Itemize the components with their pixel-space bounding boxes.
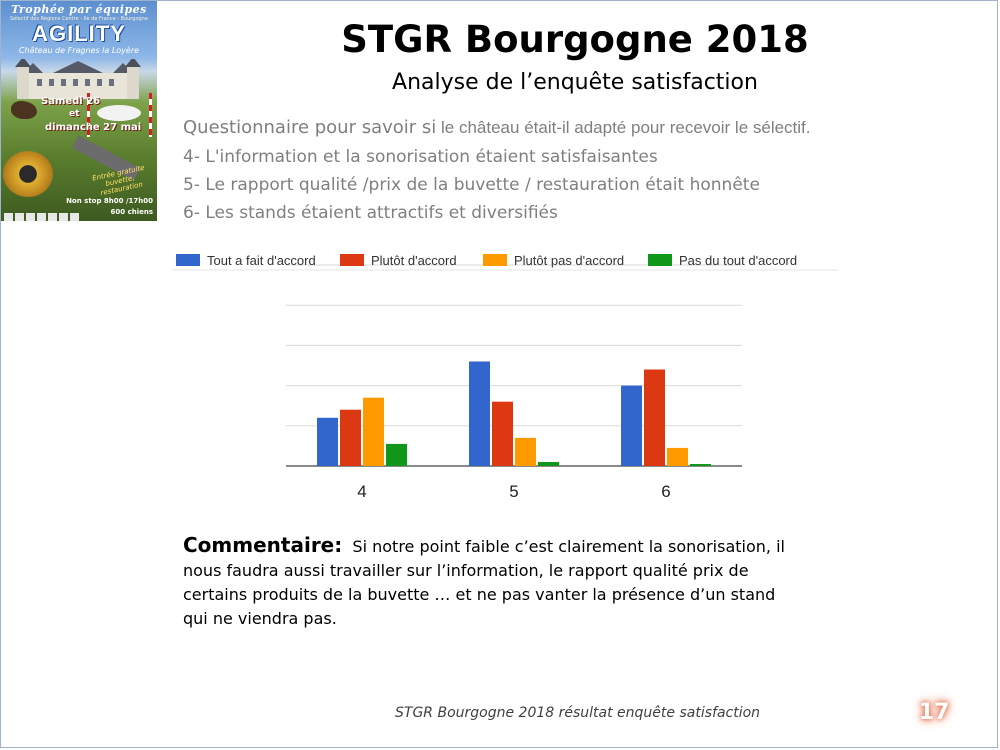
jump-pole <box>87 93 90 137</box>
poster-entry-note: Entrée gratuite buvette, restauration <box>91 163 146 198</box>
poster-hours: Non stop 8h00 /17h00 <box>66 197 153 205</box>
legend-label: Plutôt pas d'accord <box>514 253 624 268</box>
chart-bar <box>340 409 361 466</box>
chart-bar <box>538 461 559 466</box>
poster-date-sunday: dimanche 27 mai <box>45 122 142 133</box>
castle-illustration <box>15 59 141 99</box>
slide-subtitle: Analyse de l’enquête satisfaction <box>392 70 758 95</box>
question-intro-rest: le château était-il adapté pour recevoir… <box>436 118 811 137</box>
poster-dog-count: 600 chiens <box>110 208 153 216</box>
sponsor-logo <box>37 213 46 221</box>
sponsor-logo <box>4 213 13 221</box>
dog-illustration <box>11 101 37 119</box>
poster-venue: Château de Fragnes la Loyère <box>18 46 140 55</box>
satisfaction-bar-chart: 4 5 6 Tout a fait d'accord Plutôt d'accord Pl… <box>170 245 840 505</box>
question-intro: Questionnaire pour savoir si le château … <box>183 117 811 138</box>
x-tick-label: 5 <box>509 482 518 501</box>
legend-swatch <box>483 254 507 266</box>
poster-subheading: Sélectif des Régions Centre - Ile de Fra… <box>10 16 148 22</box>
chart-bar <box>469 361 490 466</box>
sponsor-logo <box>15 213 24 221</box>
x-tick-label: 6 <box>661 482 670 501</box>
sponsor-logo <box>59 213 68 221</box>
sponsor-logo <box>48 213 57 221</box>
legend-swatch <box>648 254 672 266</box>
event-poster-image: Trophée par équipes Sélectif des Régions… <box>1 1 157 221</box>
chart-bar <box>621 385 642 466</box>
chart-bar <box>386 443 407 466</box>
question-item: 5- Le rapport qualité /prix de la buvett… <box>183 175 760 195</box>
chart-bar <box>667 447 688 466</box>
chart-bar <box>492 401 513 466</box>
poster-heading: Trophée par équipes <box>11 3 147 16</box>
question-item: 6- Les stands étaient attractifs et dive… <box>183 203 558 223</box>
comment-label: Commentaire: <box>183 533 343 557</box>
question-item: 4- L'information et la sonorisation étai… <box>183 147 658 167</box>
sponsor-logos <box>4 207 92 221</box>
legend-label: Plutôt d'accord <box>371 253 457 268</box>
jump-pole <box>149 93 152 137</box>
dog-illustration <box>97 105 141 121</box>
sponsor-logo <box>26 213 35 221</box>
page-number: 17 <box>918 700 950 725</box>
x-tick-label: 4 <box>357 482 366 501</box>
legend-label: Tout a fait d'accord <box>207 253 316 268</box>
question-intro-lead: Questionnaire pour savoir si <box>183 117 437 138</box>
slide-footer: STGR Bourgogne 2018 résultat enquête sat… <box>395 705 761 721</box>
poster-date-and: et <box>69 109 80 119</box>
chart-bar <box>644 369 665 466</box>
sponsor-logo <box>70 213 79 221</box>
chart-bar <box>515 437 536 466</box>
poster-event-name: AGILITY <box>32 21 126 46</box>
chart-bar <box>363 397 384 466</box>
chart-bar <box>317 417 338 466</box>
slide-title: STGR Bourgogne 2018 <box>341 18 809 61</box>
comment-block: Commentaire: Si notre point faible c’est… <box>183 533 803 631</box>
agility-tunnel-illustration <box>3 151 53 197</box>
poster-date-saturday: Samedi 26 <box>41 96 101 107</box>
legend-label: Pas du tout d'accord <box>679 253 797 268</box>
comment-text: Si notre point faible c’est clairement l… <box>183 537 785 628</box>
legend-swatch <box>176 254 200 266</box>
chart-bar <box>690 463 711 466</box>
legend-swatch <box>340 254 364 266</box>
chart-canvas: 4 5 6 Tout a fait d'accord Plutôt d'accord Pl… <box>172 253 838 501</box>
